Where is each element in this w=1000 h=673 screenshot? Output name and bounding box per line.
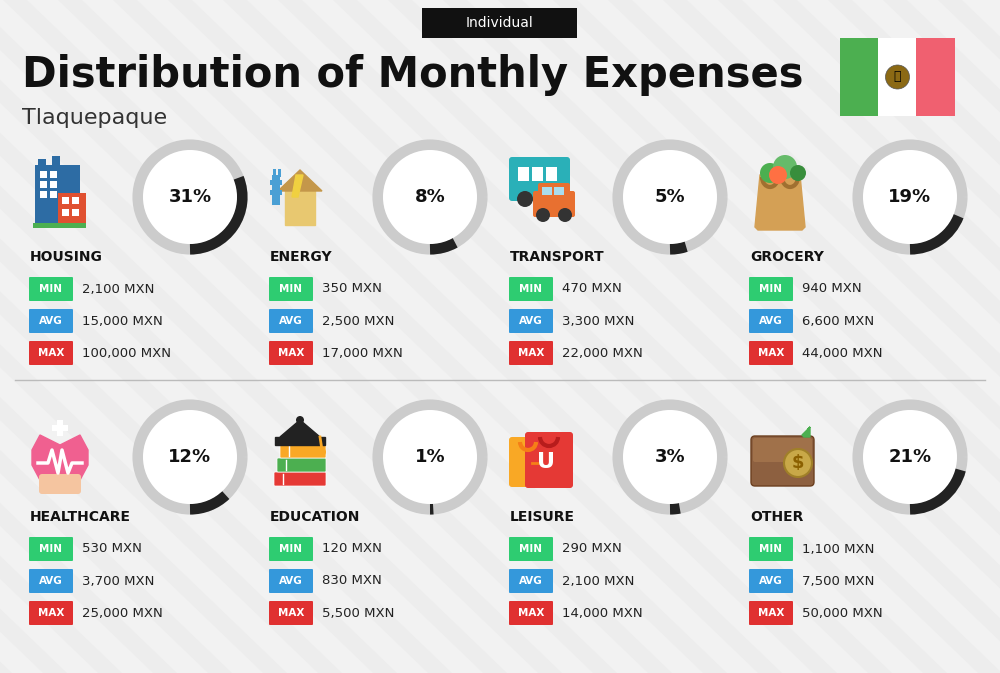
FancyBboxPatch shape	[749, 537, 793, 561]
Text: 2,100 MXN: 2,100 MXN	[562, 575, 634, 588]
Text: 3,300 MXN: 3,300 MXN	[562, 314, 634, 328]
FancyBboxPatch shape	[753, 438, 812, 462]
Text: U: U	[537, 452, 555, 472]
Text: 1%: 1%	[415, 448, 445, 466]
FancyBboxPatch shape	[509, 341, 553, 365]
Circle shape	[623, 150, 717, 244]
FancyBboxPatch shape	[749, 341, 793, 365]
Text: 940 MXN: 940 MXN	[802, 283, 862, 295]
Circle shape	[536, 208, 550, 222]
Circle shape	[318, 448, 326, 456]
FancyBboxPatch shape	[274, 472, 326, 486]
Text: AVG: AVG	[519, 316, 543, 326]
Text: $: $	[792, 454, 804, 472]
Polygon shape	[275, 437, 325, 445]
Text: MIN: MIN	[40, 544, 62, 554]
Bar	[38, 159, 46, 167]
Text: Distribution of Monthly Expenses: Distribution of Monthly Expenses	[22, 54, 804, 96]
FancyBboxPatch shape	[509, 309, 553, 333]
FancyBboxPatch shape	[749, 309, 793, 333]
Bar	[270, 190, 282, 195]
Circle shape	[547, 191, 563, 207]
Text: 12%: 12%	[168, 448, 212, 466]
Bar	[52, 156, 60, 166]
FancyBboxPatch shape	[751, 436, 814, 486]
Circle shape	[296, 416, 304, 424]
Bar	[57, 420, 63, 436]
Text: AVG: AVG	[39, 576, 63, 586]
Bar	[50, 171, 57, 178]
Polygon shape	[278, 170, 322, 191]
Bar	[270, 180, 282, 185]
Text: HEALTHCARE: HEALTHCARE	[30, 510, 131, 524]
Text: 3,700 MXN: 3,700 MXN	[82, 575, 154, 588]
Text: AVG: AVG	[279, 576, 303, 586]
FancyBboxPatch shape	[269, 537, 313, 561]
Text: 1,100 MXN: 1,100 MXN	[802, 542, 874, 555]
Text: AVG: AVG	[39, 316, 63, 326]
Text: 19%: 19%	[888, 188, 932, 206]
Bar	[273, 169, 276, 177]
FancyBboxPatch shape	[509, 569, 553, 593]
Bar	[62, 197, 69, 204]
Circle shape	[558, 208, 572, 222]
Text: 120 MXN: 120 MXN	[322, 542, 382, 555]
Text: 830 MXN: 830 MXN	[322, 575, 382, 588]
Circle shape	[784, 449, 812, 477]
Text: 5%: 5%	[655, 188, 685, 206]
Text: 290 MXN: 290 MXN	[562, 542, 622, 555]
Circle shape	[863, 410, 957, 504]
Text: 100,000 MXN: 100,000 MXN	[82, 347, 171, 359]
Text: 14,000 MXN: 14,000 MXN	[562, 606, 643, 620]
Circle shape	[760, 163, 780, 183]
FancyBboxPatch shape	[29, 601, 73, 625]
Circle shape	[143, 410, 237, 504]
Bar	[546, 167, 557, 181]
Circle shape	[769, 166, 787, 184]
Bar	[40, 181, 47, 188]
Bar	[62, 209, 69, 216]
Text: HOUSING: HOUSING	[30, 250, 103, 264]
Text: 44,000 MXN: 44,000 MXN	[802, 347, 883, 359]
Bar	[278, 169, 281, 177]
Text: OTHER: OTHER	[750, 510, 803, 524]
Text: 22,000 MXN: 22,000 MXN	[562, 347, 643, 359]
FancyBboxPatch shape	[29, 537, 73, 561]
Circle shape	[517, 191, 533, 207]
Text: MAX: MAX	[38, 608, 64, 618]
FancyBboxPatch shape	[749, 601, 793, 625]
Circle shape	[383, 410, 477, 504]
Bar	[58, 193, 86, 225]
Bar	[878, 38, 916, 116]
Bar	[50, 181, 57, 188]
FancyBboxPatch shape	[509, 537, 553, 561]
FancyBboxPatch shape	[509, 437, 547, 487]
Text: 31%: 31%	[168, 188, 212, 206]
Text: MIN: MIN	[40, 284, 62, 294]
Text: MAX: MAX	[758, 348, 784, 358]
Text: AVG: AVG	[279, 316, 303, 326]
Circle shape	[143, 150, 237, 244]
FancyBboxPatch shape	[525, 432, 573, 488]
Text: MAX: MAX	[758, 608, 784, 618]
FancyBboxPatch shape	[749, 277, 793, 301]
Text: 2,500 MXN: 2,500 MXN	[322, 314, 394, 328]
Text: 3%: 3%	[655, 448, 685, 466]
FancyBboxPatch shape	[269, 569, 313, 593]
FancyBboxPatch shape	[422, 8, 577, 38]
FancyBboxPatch shape	[269, 341, 313, 365]
FancyBboxPatch shape	[29, 341, 73, 365]
Text: EDUCATION: EDUCATION	[270, 510, 360, 524]
Polygon shape	[280, 420, 320, 437]
Text: MIN: MIN	[520, 544, 542, 554]
Text: MIN: MIN	[520, 284, 542, 294]
Bar	[52, 425, 68, 431]
Bar	[272, 175, 280, 205]
Circle shape	[886, 65, 910, 89]
Text: MAX: MAX	[518, 348, 544, 358]
Polygon shape	[285, 190, 315, 225]
Circle shape	[773, 155, 797, 179]
FancyBboxPatch shape	[29, 277, 73, 301]
Text: 17,000 MXN: 17,000 MXN	[322, 347, 403, 359]
